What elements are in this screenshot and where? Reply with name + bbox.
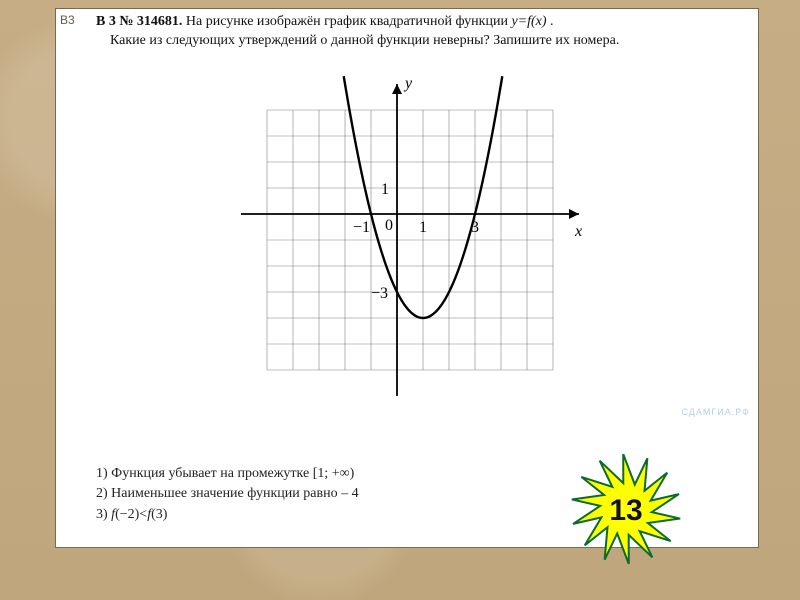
svg-text:−3: −3 [371, 285, 388, 302]
problem-statement: B 3 № 314681. На рисунке изображён графи… [96, 13, 748, 51]
svg-text:3: 3 [471, 219, 479, 236]
answer-options: 1) Функция убывает на промежутке [1; +∞)… [96, 464, 558, 525]
answer-3-pre: 3) [96, 507, 111, 522]
problem-number: B 3 № 314681. [96, 14, 182, 29]
svg-text:y: y [403, 75, 413, 92]
problem-line2: Какие из следующих утверждений о данной … [110, 33, 619, 48]
svg-text:−1: −1 [353, 219, 370, 236]
answer-2: 2) Наименьшее значение функции равно – 4 [96, 484, 558, 504]
problem-func: y=f(x) [511, 14, 546, 29]
chart-container: y x 0 1 1 −1 3 −3 [231, 74, 591, 434]
answer-3-m2: (3) [151, 507, 167, 522]
problem-card: B3 B 3 № 314681. На рисунке изображён гр… [55, 8, 759, 548]
burst-icon: 13 [556, 449, 696, 569]
parabola-chart: y x 0 1 1 −1 3 −3 [231, 74, 589, 406]
svg-text:13: 13 [609, 494, 642, 527]
problem-line1b: . [547, 14, 554, 29]
svg-text:1: 1 [381, 181, 389, 198]
answer-3-m1: (−2)< [115, 507, 147, 522]
svg-text:0: 0 [385, 217, 393, 234]
answer-3: 3) f(−2)<f(3) [96, 505, 558, 525]
answer-1: 1) Функция убывает на промежутке [1; +∞) [96, 464, 558, 484]
side-label: B3 [60, 13, 90, 27]
problem-line1a: На рисунке изображён график квадратичной… [182, 14, 511, 29]
svg-text:x: x [574, 223, 582, 240]
answer-burst: 13 [556, 449, 696, 569]
watermark: СДАМГИА.РФ [682, 407, 751, 417]
svg-text:1: 1 [419, 219, 427, 236]
